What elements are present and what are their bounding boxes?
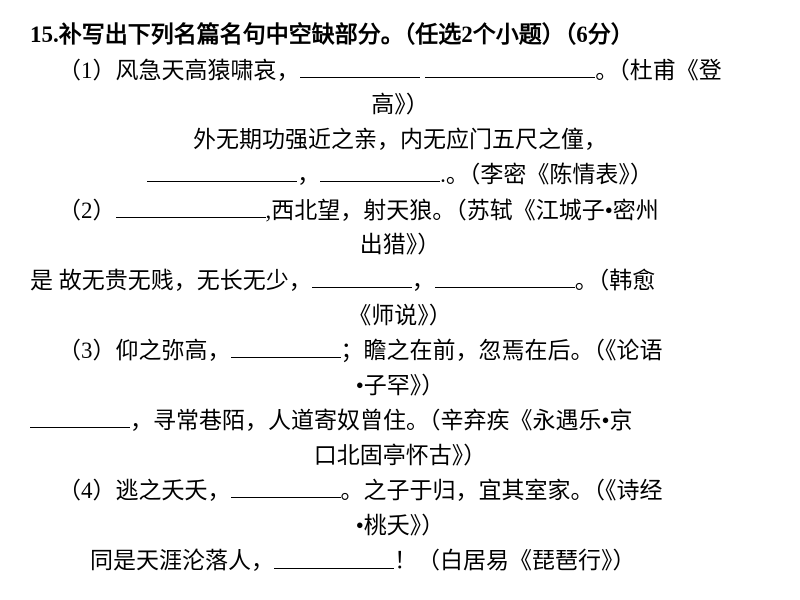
q1-line1: （1）风急天高猿啸哀， 。（杜甫《登	[30, 53, 770, 89]
q3-line2: ，寻常巷陌，人道寄奴曾住。（辛弃疾《永遇乐•京	[30, 403, 770, 439]
comma: ，	[412, 268, 435, 293]
q2-line1-b: ,西北望，射天狼。（苏轼《江城子•密州	[266, 198, 659, 223]
q2-label: （2）	[58, 198, 116, 223]
q4-line2: 同是天涯沦落人， ！（白居易《琵琶行》）	[30, 543, 770, 579]
exam-question-block: 15.补写出下列名篇名句中空缺部分。（任选2个小题）（6分） （1）风急天高猿啸…	[0, 0, 800, 579]
q4-line2-a: 同是天涯沦落人，	[90, 549, 274, 574]
q4-line1-b: 。之子于归，宜其室家。（《诗经	[341, 478, 663, 503]
q3-line2-cont: 口北固亭怀古》）	[30, 439, 770, 474]
q2-line2: 是 故无贵无贱，无长无少， ， 。（韩愈	[30, 263, 770, 299]
q1-line1-text-a: （1）风急天高猿啸哀，	[58, 58, 300, 83]
blank	[312, 263, 412, 288]
q1-line1-text-b: 。（杜甫《登	[595, 58, 722, 83]
q3-line1-a: （3）仰之弥高，	[58, 338, 231, 363]
blank	[231, 473, 341, 498]
blank	[300, 53, 420, 78]
blank	[425, 53, 595, 78]
q2-line1: （2） ,西北望，射天狼。（苏轼《江城子•密州	[30, 193, 770, 229]
q2-line1-cont: 出猎》）	[30, 228, 770, 263]
q1-line1-cont: 高》）	[30, 88, 770, 123]
q1-line3: ， .。（李密《陈情表》）	[30, 157, 770, 193]
q3-line1: （3）仰之弥高， ；瞻之在前，忽焉在后。（《论语	[30, 333, 770, 369]
q3-line2-a: ，寻常巷陌，人道寄奴曾住。（辛弃疾《永遇乐•京	[130, 408, 633, 433]
blank	[147, 157, 297, 182]
comma: ，	[297, 162, 320, 187]
q4-line2-b: ！（白居易《琵琶行》）	[394, 549, 636, 574]
q2-line2-c: 。（韩愈	[575, 268, 656, 293]
q2-line2-cont: 《师说》）	[30, 299, 770, 334]
blank	[231, 333, 341, 358]
q3-line1-b: ；瞻之在前，忽焉在后。（《论语	[341, 338, 663, 363]
question-title: 15.补写出下列名篇名句中空缺部分。（任选2个小题）（6分）	[30, 18, 770, 53]
q2-line2-a: 是 故无贵无贱，无长无少，	[30, 268, 312, 293]
q4-line1: （4）逃之夭夭， 。之子于归，宜其室家。（《诗经	[30, 473, 770, 509]
q4-line1-cont: •桃夭》）	[30, 509, 770, 544]
q1-line3-b: .。（李密《陈情表》）	[440, 162, 653, 187]
q3-line1-cont: •子罕》）	[30, 369, 770, 404]
blank	[320, 157, 440, 182]
blank	[30, 403, 130, 428]
q1-line2: 外无期功强近之亲，内无应门五尺之僮，	[30, 123, 770, 158]
blank	[435, 263, 575, 288]
q4-line1-a: （4）逃之夭夭，	[58, 478, 231, 503]
blank	[274, 543, 394, 568]
blank	[116, 193, 266, 218]
